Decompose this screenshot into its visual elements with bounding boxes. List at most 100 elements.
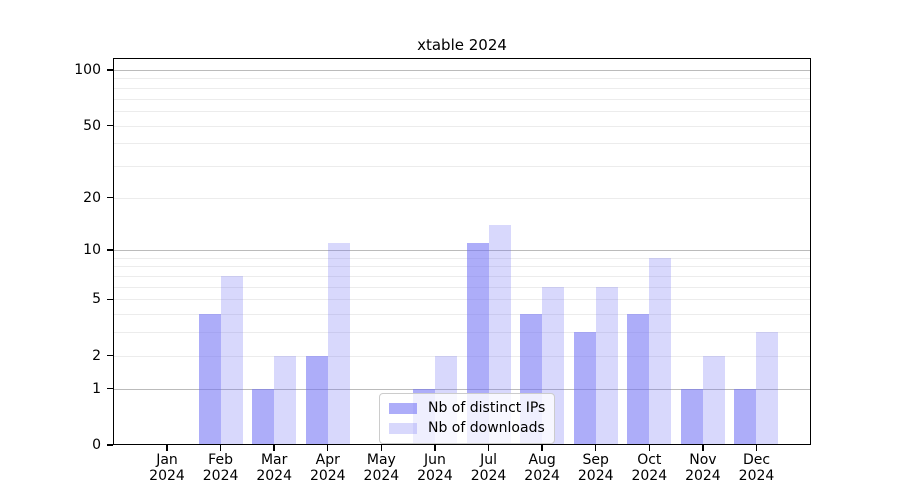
x-tick-label-aug: Aug 2024 <box>510 452 574 484</box>
y-tick-1 <box>107 387 113 390</box>
y-tick-label-2: 2 <box>92 347 101 364</box>
bar-nb-of-downloads-jul <box>488 224 511 445</box>
y-tick-50 <box>107 124 113 127</box>
y-tick-2 <box>107 355 113 357</box>
gridline-y-3 <box>113 332 811 334</box>
x-tick-year: 2024 <box>363 468 400 484</box>
gridline-y-5 <box>113 299 811 301</box>
y-tick-label-1: 1 <box>92 380 101 397</box>
y-tick-20 <box>107 196 113 199</box>
gridline-y-30 <box>113 165 811 167</box>
gridline-y-4 <box>113 314 811 316</box>
gridline-y-6 <box>113 286 811 288</box>
bar-nb-of-downloads-mar <box>274 355 297 445</box>
plot-area <box>113 58 811 445</box>
y-tick-label-10: 10 <box>83 242 101 259</box>
x-tick-label-sep: Sep 2024 <box>564 452 628 484</box>
x-tick-year: 2024 <box>738 468 775 484</box>
y-tick-10 <box>107 249 113 251</box>
gridline-y-90 <box>113 78 811 80</box>
x-tick-year: 2024 <box>256 468 292 484</box>
gridline-major-y-100 <box>113 70 811 71</box>
x-tick-month: Sep <box>582 452 609 468</box>
x-tick-month: Apr <box>315 452 340 468</box>
x-tick-mar <box>273 445 275 451</box>
x-tick-label-jul: Jul 2024 <box>457 452 521 484</box>
x-tick-month: Aug <box>528 452 556 468</box>
bar-nb-of-distinct-ips-feb <box>198 314 221 445</box>
y-tick-label-20: 20 <box>83 189 101 206</box>
x-tick-month: Mar <box>260 452 288 468</box>
legend-label-nb-of-distinct-ips: Nb of distinct IPs <box>428 400 546 416</box>
y-tick-label-5: 5 <box>92 291 101 308</box>
x-tick-jun <box>434 445 436 451</box>
x-tick-month: May <box>366 452 396 468</box>
x-tick-year: 2024 <box>202 468 239 484</box>
x-tick-oct <box>648 445 650 451</box>
x-tick-month: Dec <box>742 452 771 468</box>
bar-nb-of-downloads-feb <box>220 276 243 445</box>
legend: Nb of distinct IPs Nb of downloads <box>379 393 556 444</box>
gridline-y-2 <box>113 355 811 357</box>
legend-item-nb-of-distinct-ips: Nb of distinct IPs <box>389 401 545 416</box>
x-tick-year: 2024 <box>309 468 346 484</box>
x-tick-label-jan: Jan 2024 <box>135 452 199 484</box>
bar-nb-of-downloads-sep <box>595 286 618 445</box>
gridline-y-9 <box>113 257 811 259</box>
x-tick-dec <box>755 445 758 451</box>
x-tick-month: Feb <box>208 452 233 468</box>
x-tick-month: Jun <box>424 452 446 468</box>
bar-nb-of-distinct-ips-oct <box>627 314 650 445</box>
x-tick-month: Jul <box>480 452 497 468</box>
y-tick-100 <box>107 69 113 71</box>
x-tick-label-nov: Nov 2024 <box>671 452 735 484</box>
gridline-y-70 <box>113 98 811 100</box>
bar-nb-of-downloads-oct <box>649 257 672 445</box>
legend-swatch-nb-of-downloads <box>389 423 417 434</box>
gridline-major-y-10 <box>113 250 811 252</box>
legend-item-nb-of-downloads: Nb of downloads <box>389 421 545 436</box>
x-tick-label-oct: Oct 2024 <box>617 452 681 484</box>
y-tick-label-50: 50 <box>83 117 101 134</box>
x-tick-label-may: May 2024 <box>349 452 413 484</box>
legend-swatch-nb-of-distinct-ips <box>389 403 417 414</box>
x-tick-apr <box>327 445 329 451</box>
x-tick-jan <box>166 445 168 451</box>
x-tick-year: 2024 <box>417 468 453 484</box>
gridline-y-40 <box>113 143 811 145</box>
x-tick-label-dec: Dec 2024 <box>724 452 788 484</box>
x-tick-month: Oct <box>637 452 662 468</box>
bar-nb-of-downloads-dec <box>756 332 779 445</box>
x-tick-year: 2024 <box>524 468 560 484</box>
bar-nb-of-distinct-ips-dec <box>734 388 757 445</box>
gridline-y-8 <box>113 266 811 268</box>
x-tick-aug <box>541 445 543 451</box>
legend-label-nb-of-downloads: Nb of downloads <box>428 420 545 436</box>
x-tick-label-feb: Feb 2024 <box>189 452 253 484</box>
y-tick-label-100: 100 <box>74 62 101 78</box>
x-tick-year: 2024 <box>470 468 507 484</box>
y-tick-label-0: 0 <box>92 437 101 453</box>
gridline-y-50 <box>113 125 811 127</box>
x-tick-sep <box>595 445 597 451</box>
bar-nb-of-downloads-nov <box>702 355 725 445</box>
y-tick-0 <box>107 444 113 446</box>
gridline-y-60 <box>113 110 811 112</box>
x-tick-year: 2024 <box>685 468 721 484</box>
x-tick-month: Jan <box>156 452 178 468</box>
x-tick-year: 2024 <box>631 468 668 484</box>
x-tick-nov <box>702 445 704 451</box>
x-tick-year: 2024 <box>577 468 614 484</box>
x-tick-label-apr: Apr 2024 <box>296 452 360 484</box>
x-tick-label-jun: Jun 2024 <box>403 452 467 484</box>
x-tick-jul <box>487 445 490 451</box>
bar-nb-of-distinct-ips-nov <box>680 388 703 445</box>
gridline-major-y-1 <box>113 388 811 390</box>
x-tick-may <box>380 445 383 451</box>
bar-nb-of-downloads-apr <box>327 243 350 445</box>
x-tick-year: 2024 <box>149 468 185 484</box>
gridline-y-80 <box>113 87 811 89</box>
y-tick-5 <box>107 298 113 301</box>
x-tick-month: Nov <box>689 452 717 468</box>
